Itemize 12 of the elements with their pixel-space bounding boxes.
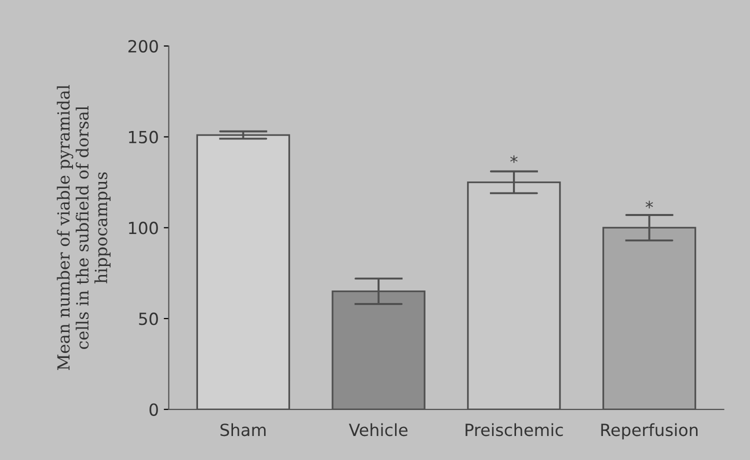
y-tick-label: 100 [129, 222, 158, 234]
y-tick-label: 50 [139, 312, 158, 326]
x-tick-label: Sham [220, 423, 266, 436]
y-tick-label: 200 [128, 40, 158, 53]
y-tick-label: 150 [129, 130, 158, 144]
y-tick-label: 0 [150, 403, 158, 416]
x-tick-label: Preischemic [466, 423, 563, 436]
x-tick-label: Reperfusion [601, 423, 698, 440]
x-tick-label: Vehicle [348, 423, 408, 436]
data-label: * [510, 155, 518, 163]
y-axis-title: Mean number of viable pyramidal cells in the subfield of dorsal hippocampus [56, 85, 111, 370]
data-label: * [646, 200, 653, 208]
